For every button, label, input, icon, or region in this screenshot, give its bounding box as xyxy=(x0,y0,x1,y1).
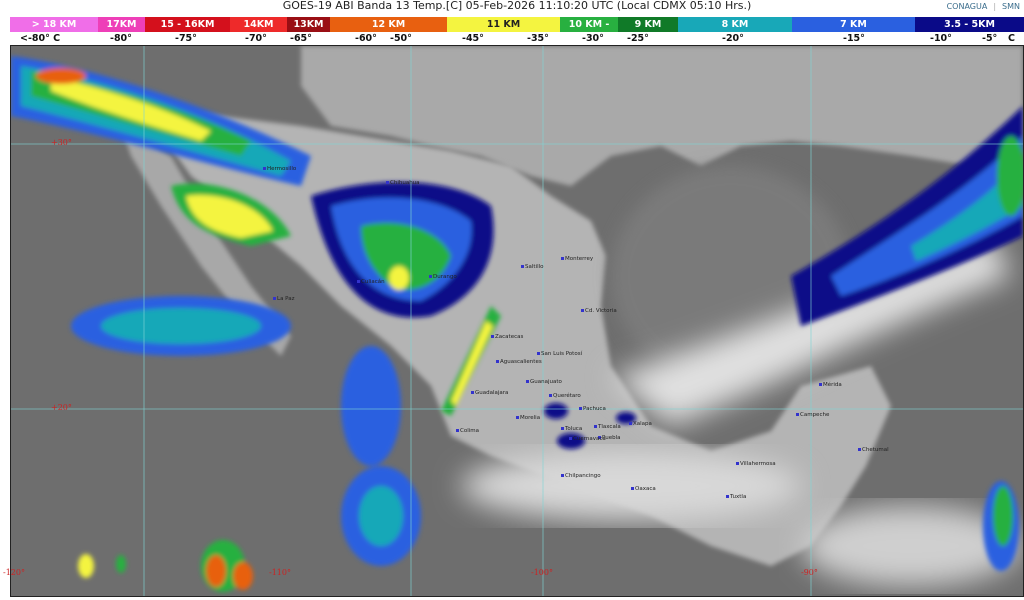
city-label: Tuxtla xyxy=(726,494,746,500)
temperature-label: -5° xyxy=(982,33,998,44)
city-label: Chetumal xyxy=(858,447,889,453)
temperature-label: -25° xyxy=(627,33,649,44)
color-legend: > 18 KM 17KM 15 - 16KM 14KM 13KM 12 KM 11 KM 10… xyxy=(10,17,1024,32)
city-label: Cd. Victoria xyxy=(581,308,617,314)
lat-label: +30° xyxy=(51,138,72,147)
temperature-label: -20° xyxy=(722,33,744,44)
city-label: Zacatecas xyxy=(491,334,523,340)
satellite-map: +30° +20° -120° -110° -100° -90° Hermosi… xyxy=(3,45,1024,597)
city-label: Guanajuato xyxy=(526,379,562,385)
city-label: Guadalajara xyxy=(471,390,508,396)
smn-logo: SMN xyxy=(1002,2,1020,11)
city-label: Morelia xyxy=(516,415,540,421)
city-label: La Paz xyxy=(273,296,295,302)
city-label: Campeche xyxy=(796,412,829,418)
city-label: Cuernavaca xyxy=(569,436,606,442)
legend-segment: 9 KM xyxy=(618,17,678,32)
temperature-label: -35° xyxy=(527,33,549,44)
city-label: Mérida xyxy=(819,382,842,388)
temperature-label: -70° xyxy=(245,33,267,44)
map-title: GOES-19 ABI Banda 13 Temp.[C] 05-Feb-202… xyxy=(282,0,752,12)
city-label: Aguascalientes xyxy=(496,359,542,365)
temperature-label: -75° xyxy=(175,33,197,44)
temperature-label: -15° xyxy=(843,33,865,44)
legend-segment: 14KM xyxy=(230,17,287,32)
city-label: Querétaro xyxy=(549,393,581,399)
city-label: Colima xyxy=(456,428,479,434)
temperature-label: -80° xyxy=(110,33,132,44)
lon-label: -110° xyxy=(269,568,291,577)
city-label: Toluca xyxy=(561,426,582,432)
legend-segment: 11 KM xyxy=(447,17,560,32)
city-label: Hermosillo xyxy=(263,166,296,172)
legend-segment: 7 KM xyxy=(792,17,915,32)
temperature-scale: <-80° C -80° -75° -70° -65° -60° -50° -45° -35° -… xyxy=(0,32,1024,45)
city-label: Tlaxcala xyxy=(594,424,621,430)
legend-segment: 15 - 16KM xyxy=(145,17,230,32)
legend-segment: 10 KM - xyxy=(560,17,618,32)
city-label: Saltillo xyxy=(521,264,544,270)
temperature-label: C xyxy=(1008,33,1015,44)
city-label: Oaxaca xyxy=(631,486,656,492)
lon-label: -120° xyxy=(3,568,25,577)
city-label: Chilpancingo xyxy=(561,473,601,479)
legend-segment: > 18 KM xyxy=(10,17,98,32)
temperature-label: -50° xyxy=(390,33,412,44)
temperature-label: -30° xyxy=(582,33,604,44)
lat-label: +20° xyxy=(51,403,72,412)
legend-segment: 17KM xyxy=(98,17,145,32)
legend-segment: 8 KM xyxy=(678,17,792,32)
city-label: Pachuca xyxy=(579,406,606,412)
city-label: San Luis Potosí xyxy=(537,351,582,357)
city-label: Villahermosa xyxy=(736,461,776,467)
conagua-logo: CONAGUA xyxy=(946,2,988,11)
temperature-label: -10° xyxy=(930,33,952,44)
temperature-label: -45° xyxy=(462,33,484,44)
temperature-label: -60° xyxy=(355,33,377,44)
city-label: Puebla xyxy=(598,435,620,441)
city-label: Xalapa xyxy=(629,421,652,427)
lon-label: -100° xyxy=(531,568,553,577)
legend-segment: 12 KM xyxy=(330,17,447,32)
satellite-image xyxy=(11,46,1024,596)
temperature-label: <-80° C xyxy=(20,33,61,44)
legend-segment: 3.5 - 5KM xyxy=(915,17,1024,32)
temperature-label: -65° xyxy=(290,33,312,44)
lon-label: -90° xyxy=(801,568,818,577)
city-label: Monterrey xyxy=(561,256,593,262)
city-label: Durango xyxy=(429,274,457,280)
logos: CONAGUA | SMN xyxy=(946,2,1020,11)
city-label: Culiacán xyxy=(357,279,385,285)
legend-segment: 13KM xyxy=(287,17,330,32)
city-label: Chihuahua xyxy=(386,180,420,186)
